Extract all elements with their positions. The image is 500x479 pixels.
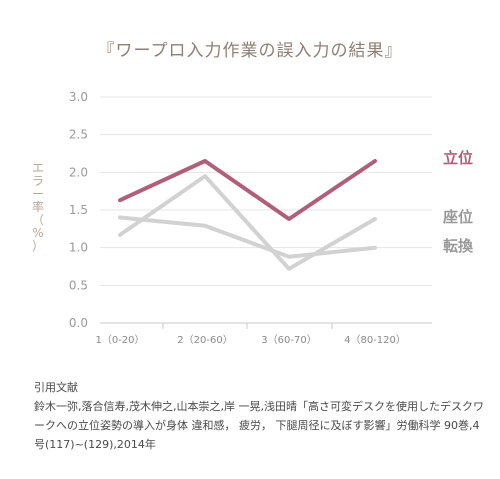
series-line bbox=[118, 174, 377, 271]
x-axis-ticks: 1（0-20） 2（20-60） 3（60-70） 4（80-120） bbox=[95, 334, 405, 346]
y-tick-label: 1.5 bbox=[69, 203, 88, 217]
x-tick-label: 1（0-20） bbox=[95, 334, 144, 346]
y-tick-label: 1.0 bbox=[69, 241, 88, 255]
y-tick-label: 0.5 bbox=[69, 278, 88, 292]
y-axis-label-char: ー bbox=[32, 187, 44, 201]
y-tick-label: 3.0 bbox=[69, 90, 88, 104]
citation-heading: 引用文献 bbox=[34, 381, 78, 394]
line-chart: 0.0 0.5 1.0 1.5 2.0 2.5 3.0 1（0-20） 2（20-60） 3（6… bbox=[32, 90, 474, 346]
y-axis-ticks: 0.0 0.5 1.0 1.5 2.0 2.5 3.0 bbox=[69, 90, 88, 330]
chart-title: 『ワープロ入力作業の誤入力の結果』 bbox=[97, 41, 403, 61]
series-label: 転換 bbox=[443, 237, 474, 255]
y-axis-label-char: エ bbox=[32, 161, 44, 175]
series-line bbox=[118, 215, 377, 259]
series-line bbox=[118, 159, 377, 221]
x-tick-label: 3（60-70） bbox=[261, 334, 316, 346]
x-tick-label: 2（20-60） bbox=[177, 334, 232, 346]
series-lines bbox=[118, 159, 377, 271]
y-axis-label-char: ） bbox=[32, 239, 44, 253]
y-tick-label: 2.0 bbox=[69, 165, 88, 179]
citation-body: 鈴木一弥,落合信寿,茂木伸之,山本崇之,岸 一晃,浅田晴「高さ可変デスクを使用し… bbox=[34, 400, 484, 451]
y-axis-label-char: 率 bbox=[32, 199, 44, 214]
y-axis-label-char: % bbox=[32, 226, 43, 240]
y-axis-label-char: ラ bbox=[32, 174, 44, 188]
y-tick-label: 2.5 bbox=[69, 128, 88, 142]
x-tick-label: 4（80-120） bbox=[344, 334, 406, 346]
citation: 引用文献 鈴木一弥,落合信寿,茂木伸之,山本崇之,岸 一晃,浅田晴「高さ可変デス… bbox=[34, 378, 484, 454]
series-label: 座位 bbox=[442, 208, 473, 226]
y-axis-label: エラー率（%） bbox=[32, 161, 44, 253]
y-axis-label-char: （ bbox=[32, 213, 44, 227]
series-label: 立位 bbox=[443, 149, 473, 167]
y-tick-label: 0.0 bbox=[69, 316, 88, 330]
